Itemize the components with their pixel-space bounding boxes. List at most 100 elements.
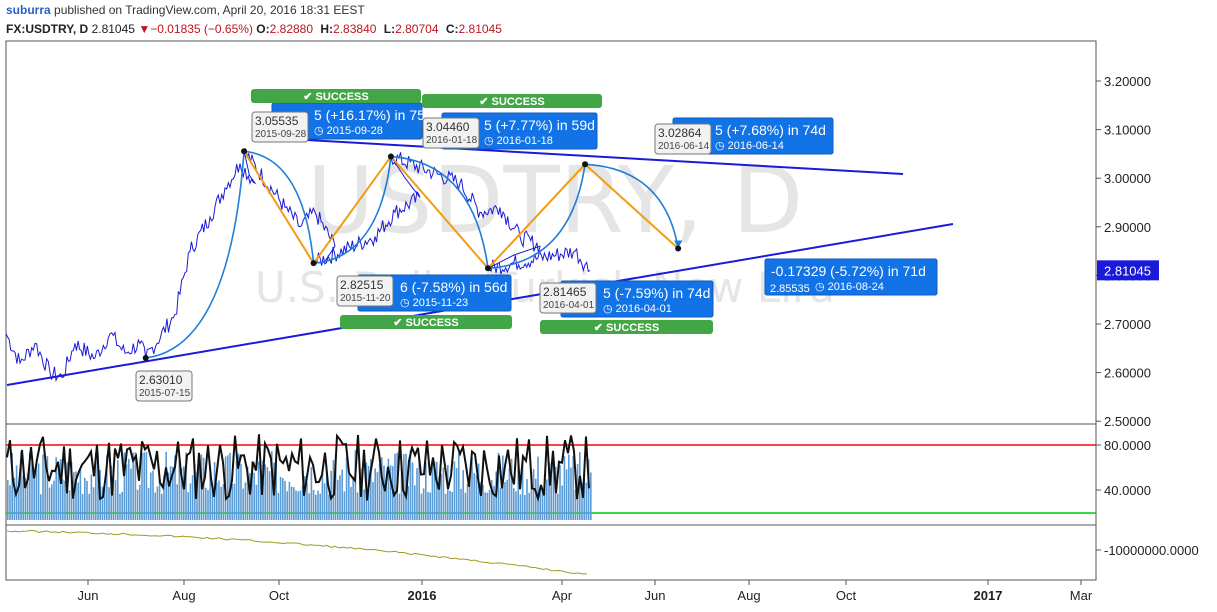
histogram-bar — [22, 475, 24, 520]
histogram-bar — [453, 461, 456, 520]
histogram-bar — [381, 457, 383, 520]
y-tick-label: 2.90000 — [1104, 220, 1151, 235]
histogram-bar — [88, 493, 90, 520]
wave-zigzag[interactable] — [243, 150, 679, 270]
histogram-bar — [158, 476, 161, 520]
histogram-bar — [565, 469, 568, 520]
histogram-bar — [310, 467, 313, 520]
histogram-bar — [297, 491, 299, 520]
histogram-bar — [469, 478, 471, 520]
pivot-point[interactable] — [241, 148, 248, 155]
pivot-point[interactable] — [387, 153, 394, 160]
x-tick-label: Oct — [836, 588, 857, 603]
histogram-bar — [548, 461, 550, 520]
histogram-bar — [345, 457, 348, 520]
pivot-point[interactable] — [142, 354, 149, 361]
histogram-bar — [249, 472, 251, 520]
high-value: 2.83840 — [333, 22, 377, 36]
last-price-marker — [1097, 260, 1159, 281]
pivot-tag-price: 3.04460 — [426, 120, 470, 134]
histogram-bar — [59, 459, 62, 520]
swing-info-box[interactable] — [764, 258, 938, 296]
histogram-bar — [18, 483, 20, 520]
pivot-point[interactable] — [485, 265, 491, 272]
close-label: C: — [445, 22, 459, 36]
pivot-tag-price: 2.81465 — [543, 285, 587, 299]
pivot-tag[interactable] — [422, 117, 480, 149]
histogram-bar — [119, 493, 121, 520]
histogram-bar — [68, 490, 71, 520]
pivot-point[interactable] — [582, 161, 589, 168]
symbol-label[interactable]: FX:USDTRY, D — [6, 22, 89, 36]
success-badge-label: ✔ SUCCESS — [303, 91, 368, 103]
volume-pane[interactable] — [5, 524, 1097, 581]
swing-info-text: 5 (+16.17%) in 75 — [314, 107, 425, 123]
pivot-tag-date: 2016-06-14 — [658, 141, 710, 152]
projection-arc[interactable] — [243, 150, 315, 264]
pivot-tag-date: 2015-07-15 — [139, 388, 191, 399]
volume-line[interactable] — [6, 529, 588, 575]
histogram-bar — [205, 487, 207, 520]
pivot-tag[interactable] — [539, 282, 597, 314]
histogram-bar — [557, 493, 559, 520]
histogram-bar — [374, 468, 376, 520]
histogram-bar — [574, 489, 577, 520]
author-link[interactable]: suburra — [6, 3, 51, 17]
pivot-point[interactable] — [310, 260, 317, 267]
high-label: H: — [320, 22, 334, 36]
histogram-bar — [165, 451, 167, 520]
histogram-bar — [583, 471, 585, 520]
histogram-bar — [62, 479, 64, 520]
histogram-bar — [550, 463, 552, 520]
y-tick-label: 3.00000 — [1104, 171, 1151, 186]
histogram-bar — [46, 456, 49, 520]
price-change: −0.01835 (−0.65%) — [150, 22, 253, 36]
histogram-bar — [411, 462, 414, 520]
histogram-bar — [484, 492, 486, 520]
x-tick-label: Jun — [78, 588, 99, 603]
histogram-bar — [471, 457, 473, 520]
projection-arc[interactable] — [487, 164, 586, 270]
projection-arc[interactable] — [390, 155, 489, 269]
histogram-bar — [552, 462, 555, 520]
oscillator-line[interactable] — [6, 433, 590, 503]
pivot-tag[interactable] — [135, 370, 193, 402]
histogram-bar — [334, 455, 337, 520]
histogram-bar — [306, 482, 308, 520]
histogram-bar — [108, 487, 110, 520]
price-series-line[interactable] — [5, 147, 591, 383]
histogram-bar — [356, 492, 359, 520]
histogram-bar — [242, 488, 244, 520]
x-tick-label: Aug — [172, 588, 195, 603]
histogram-bar — [77, 482, 79, 520]
pivot-tag[interactable] — [654, 123, 712, 155]
histogram-bar — [293, 487, 295, 520]
upper-trendline[interactable] — [271, 137, 904, 175]
pivot-point[interactable] — [675, 245, 682, 252]
histogram-bar — [202, 457, 205, 520]
projection-arc[interactable] — [145, 151, 245, 359]
histogram-bar — [521, 460, 524, 520]
histogram-bar — [117, 460, 119, 520]
histogram-bar — [103, 487, 106, 520]
swing-info-text: -0.17329 (-5.72%) in 71d — [771, 263, 926, 279]
histogram-bar — [240, 463, 242, 520]
low-label: L: — [383, 22, 396, 36]
histogram-bar — [198, 463, 200, 520]
projection-arc[interactable] — [585, 163, 679, 249]
histogram-bar — [176, 484, 178, 520]
histogram-bar — [123, 452, 126, 520]
pivot-tag[interactable] — [251, 111, 309, 143]
pivot-tag[interactable] — [336, 275, 394, 307]
histogram-bar — [517, 454, 519, 520]
histogram-bar — [506, 479, 508, 520]
histogram-bar — [339, 475, 341, 520]
histogram-bar — [319, 493, 321, 520]
pivot-tag-date: 2015-11-20 — [340, 293, 391, 304]
histogram-bar — [561, 485, 563, 520]
projection-arc[interactable] — [313, 156, 392, 264]
histogram-bar — [26, 473, 29, 520]
histogram-bar — [216, 482, 218, 520]
histogram-bar — [532, 469, 535, 520]
